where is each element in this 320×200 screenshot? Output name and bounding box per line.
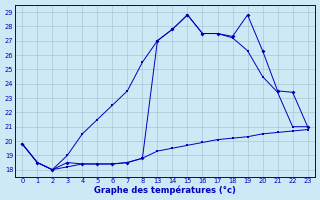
X-axis label: Graphe des températures (°c): Graphe des températures (°c) <box>94 186 236 195</box>
